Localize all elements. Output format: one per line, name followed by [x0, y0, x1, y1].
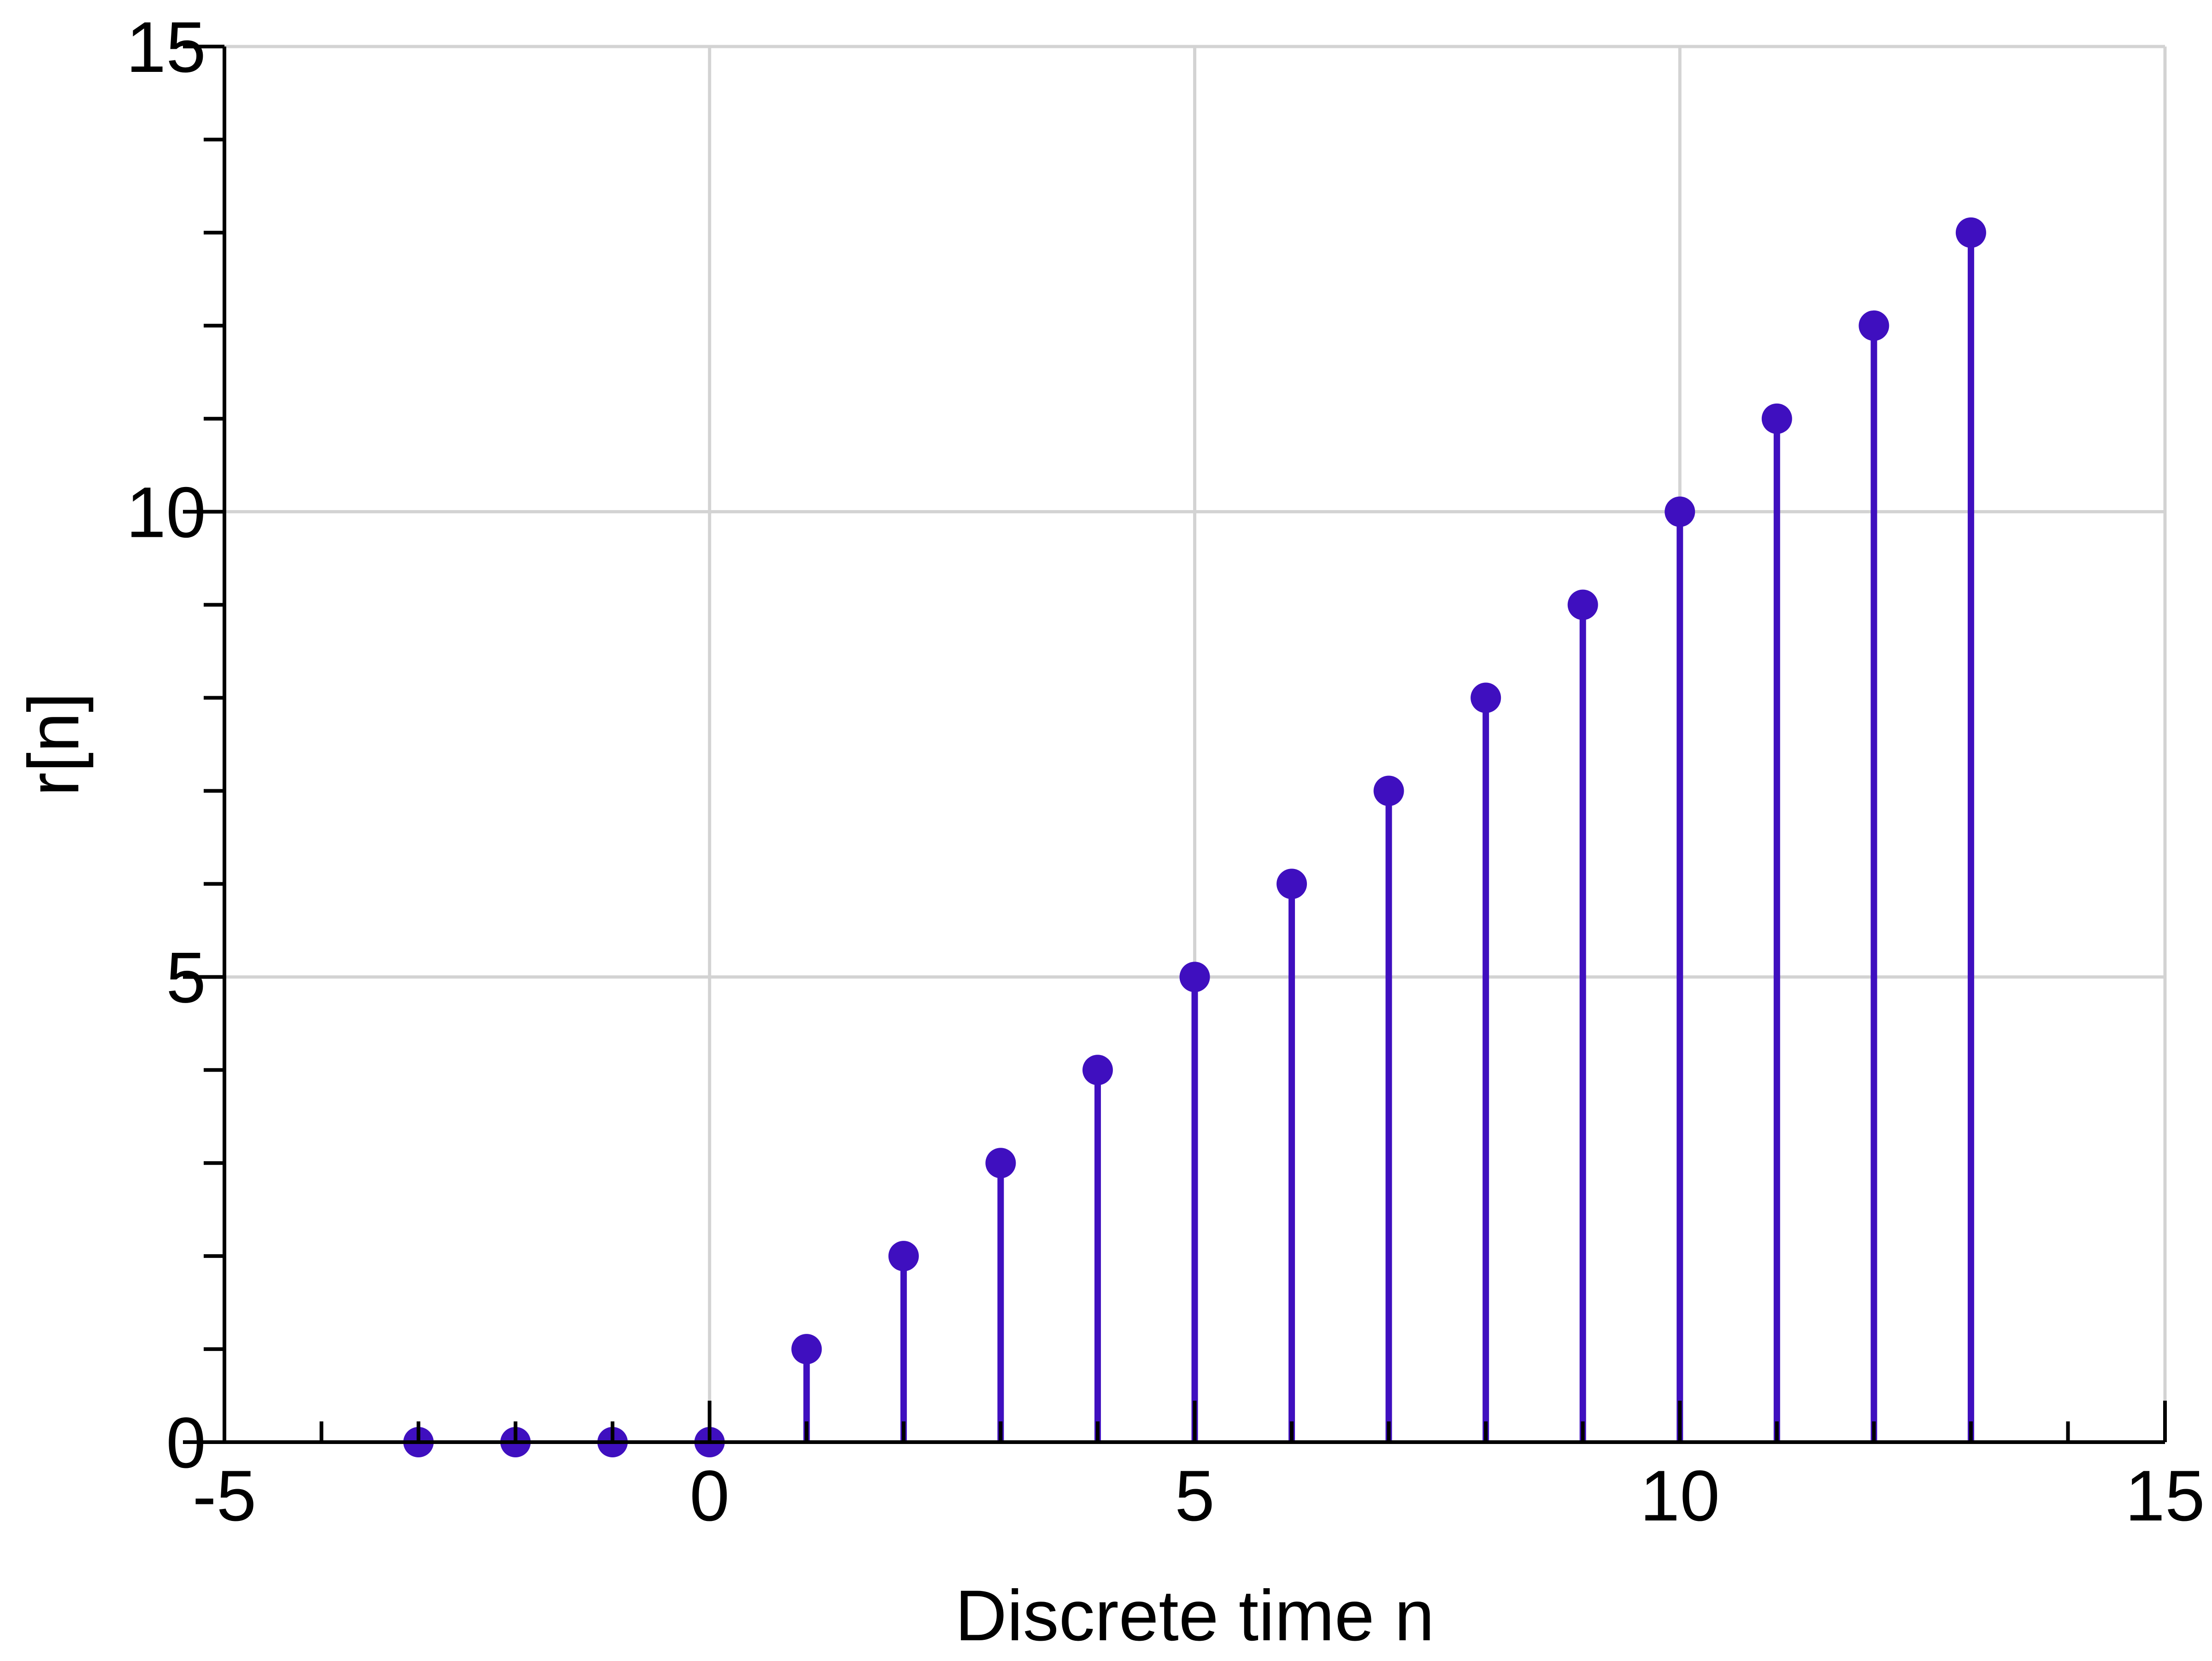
x-tick-label: 10 — [1640, 1456, 1720, 1536]
stem-series — [403, 217, 1986, 1457]
y-tick-label: 15 — [126, 7, 206, 88]
stem-marker — [1373, 775, 1404, 806]
stem-marker — [1179, 962, 1210, 992]
x-axis-title: Discrete time n — [955, 1576, 1434, 1656]
x-ticks — [223, 1401, 2167, 1442]
stem-marker — [1761, 403, 1792, 434]
x-tick-labels: -5 0 5 10 15 — [193, 1456, 2205, 1536]
y-tick-label: 5 — [166, 938, 206, 1018]
stem-marker — [791, 1334, 822, 1365]
stem-marker — [1082, 1055, 1113, 1086]
stem-marker — [1471, 682, 1501, 713]
y-tick-label: 0 — [166, 1403, 206, 1483]
stem-marker — [1277, 869, 1307, 899]
x-tick-label: 15 — [2125, 1456, 2205, 1536]
stem-marker — [888, 1241, 919, 1272]
x-tick-label: 5 — [1175, 1456, 1215, 1536]
stem-marker — [985, 1148, 1016, 1179]
x-tick-label: 0 — [689, 1456, 729, 1536]
stem-marker — [1567, 589, 1598, 620]
y-ticks — [183, 45, 224, 1444]
y-axis-title: r[n] — [14, 693, 94, 796]
y-tick-label: 10 — [126, 473, 206, 553]
stem-marker — [1665, 496, 1695, 527]
y-tick-labels: 0 5 10 15 — [126, 7, 206, 1483]
stem-marker — [1955, 217, 1986, 248]
stem-marker — [1859, 310, 1889, 341]
x-tick-label: -5 — [193, 1456, 257, 1536]
